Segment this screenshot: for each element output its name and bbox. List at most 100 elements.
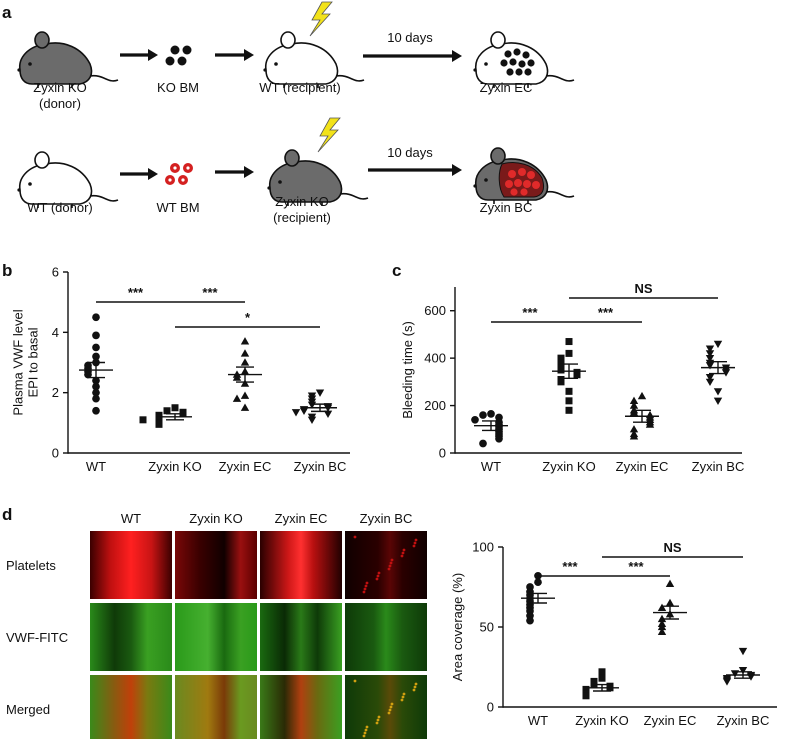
data-point	[232, 394, 242, 402]
data-point	[637, 391, 647, 400]
speckle	[353, 679, 357, 683]
row2-result-label: Zyxin BC	[480, 200, 533, 215]
data-point	[738, 667, 748, 675]
data-point	[92, 382, 100, 391]
data-point	[315, 389, 325, 397]
speckle	[389, 561, 393, 565]
data-point	[565, 387, 573, 395]
x-tick-label: Zyxin EC	[219, 459, 272, 474]
data-point	[291, 409, 301, 417]
micro-image-vwf-fitc-0	[90, 603, 172, 671]
speckle	[376, 574, 380, 578]
wt-bm-cells	[165, 163, 193, 185]
data-point	[565, 338, 573, 346]
panel-a-label: a	[2, 3, 12, 22]
speckle	[401, 695, 405, 699]
y-tick-label: 0	[52, 446, 59, 461]
speckle	[414, 538, 418, 542]
x-tick-label: Zyxin BC	[294, 459, 347, 474]
y-tick-label: 2	[52, 385, 59, 400]
significance-label: ***	[562, 559, 578, 574]
data-point	[665, 579, 675, 587]
data-point	[705, 350, 715, 358]
significance-label: ***	[628, 559, 644, 574]
data-point	[565, 349, 573, 357]
data-point	[598, 674, 606, 682]
y-tick-label: 100	[472, 540, 494, 555]
row1-donor-label-2: (donor)	[39, 96, 81, 111]
data-point	[240, 403, 250, 411]
data-point	[471, 415, 479, 424]
row1-days-label: 10 days	[387, 30, 433, 45]
x-tick-label: Zyxin EC	[616, 459, 669, 474]
panel-d-label: d	[2, 505, 12, 524]
plot-area-coverage: 0 50 100 Area coverage (%) WT Zyxin KO Zyxin E…	[450, 540, 777, 728]
speckle	[388, 708, 392, 712]
data-point	[92, 376, 100, 385]
micro-image-merged-0	[90, 675, 172, 739]
speckle	[365, 725, 369, 729]
zyxin-ec-mouse	[472, 31, 575, 89]
x-tick-label: Zyxin KO	[575, 713, 628, 728]
zyxin-bc-mouse	[472, 147, 575, 205]
y-tick-label: 400	[424, 351, 446, 366]
data-point	[495, 434, 503, 443]
data-point	[657, 622, 667, 631]
irradiation-bolt-icon-2	[317, 117, 341, 153]
speckle	[376, 718, 380, 722]
row2-recipient-label-1: Zyxin KO	[275, 194, 328, 209]
x-tick-label: Zyxin EC	[644, 713, 697, 728]
data-point	[299, 407, 309, 415]
data-point	[645, 420, 655, 428]
data-point	[92, 406, 100, 415]
x-tick-label: Zyxin KO	[542, 459, 595, 474]
data-point	[557, 354, 565, 362]
data-point	[722, 678, 732, 686]
micro-image-platelets-0	[90, 531, 172, 599]
data-point	[665, 598, 675, 607]
row1-donor-label-1: Zyxin KO	[33, 80, 86, 95]
row1-arrowhead-1	[148, 49, 158, 61]
panel-c-label: c	[392, 261, 401, 280]
data-point	[557, 378, 565, 386]
row2-arrowhead-3	[452, 164, 462, 176]
data-point	[240, 379, 250, 387]
micro-column-label: Zyxin BC	[360, 511, 413, 526]
speckle	[402, 548, 406, 552]
speckle	[400, 698, 404, 702]
data-point	[92, 331, 100, 340]
data-point	[84, 370, 92, 379]
data-point	[705, 373, 715, 382]
data-point	[738, 647, 748, 656]
speckle	[400, 554, 404, 558]
data-point	[240, 349, 250, 357]
row2-days-label: 10 days	[387, 145, 433, 160]
data-point	[629, 396, 639, 404]
x-tick-label: WT	[481, 459, 501, 474]
micro-image-platelets-2	[260, 531, 342, 599]
y-axis-label: Area coverage (%)	[450, 573, 465, 681]
data-point	[92, 352, 100, 361]
data-point	[629, 425, 639, 433]
speckle	[402, 692, 406, 696]
micro-row-label: Merged	[6, 702, 50, 717]
panel-b-label: b	[2, 261, 12, 280]
micro-image-merged-2	[260, 675, 342, 739]
significance-label: *	[245, 310, 251, 325]
y-tick-label: 0	[487, 700, 494, 715]
speckle	[389, 705, 393, 709]
y-axis-label: EPI to basal	[26, 327, 41, 397]
data-point	[171, 404, 179, 412]
data-point	[713, 388, 723, 396]
data-point	[629, 401, 639, 409]
data-point	[163, 407, 171, 415]
data-point	[657, 627, 667, 635]
x-tick-label: Zyxin KO	[148, 459, 201, 474]
ko-bm-cells	[165, 45, 192, 66]
speckle	[353, 535, 357, 539]
speckle	[375, 577, 379, 581]
y-tick-label: 6	[52, 265, 59, 280]
data-point	[307, 416, 317, 425]
micro-image-platelets-1	[175, 531, 257, 599]
